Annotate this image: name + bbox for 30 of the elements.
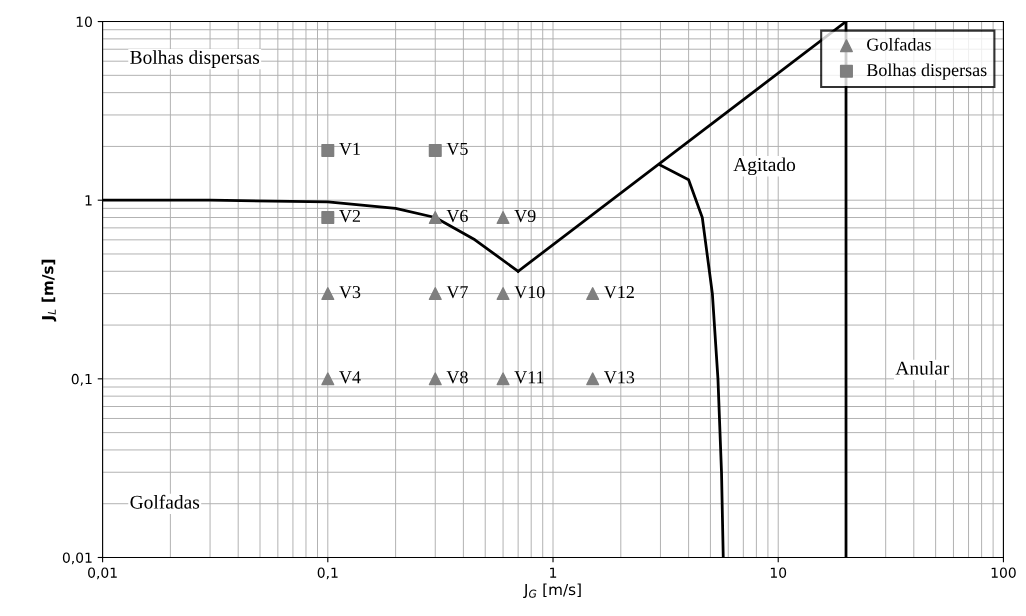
y-tick-label: 0,01 xyxy=(62,552,92,565)
legend-label: Bolhas dispersas xyxy=(866,63,987,80)
y-tick-label: 1 xyxy=(85,195,92,206)
annotation: V1 xyxy=(339,142,360,156)
annotation: V7 xyxy=(446,286,468,299)
x-tick-label: 1 xyxy=(550,567,557,578)
annotation: V5 xyxy=(446,142,468,156)
y-tick-label: 0,1 xyxy=(71,373,92,386)
annotation: V9 xyxy=(514,209,536,223)
annotation: Anular xyxy=(895,361,950,375)
annotation: Golfadas xyxy=(130,494,200,509)
annotation: V10 xyxy=(514,285,545,299)
annotation: V6 xyxy=(446,209,468,223)
x-axis-title: J$_{G}$ [m/s] xyxy=(523,583,581,599)
annotation: V4 xyxy=(339,371,361,384)
x-tick-label: 10 xyxy=(770,567,787,578)
x-tick-label: 0,01 xyxy=(88,567,117,580)
annotation: V12 xyxy=(603,285,634,299)
annotation: V3 xyxy=(339,285,361,299)
annotation: V8 xyxy=(446,371,468,384)
x-tick-label: 0,1 xyxy=(317,567,338,580)
y-tick-label: 10 xyxy=(76,16,92,28)
annotation: V2 xyxy=(339,209,360,223)
annotation: V13 xyxy=(603,371,635,384)
annotation: Bolhas dispersas xyxy=(130,50,260,68)
annotation: Agitado xyxy=(733,157,796,176)
legend-label: Golfadas xyxy=(867,37,931,51)
annotation: V11 xyxy=(514,371,544,384)
x-tick-label: 100 xyxy=(991,567,1016,578)
y-axis-title: J$_{L}$ [m/s] xyxy=(41,259,57,322)
